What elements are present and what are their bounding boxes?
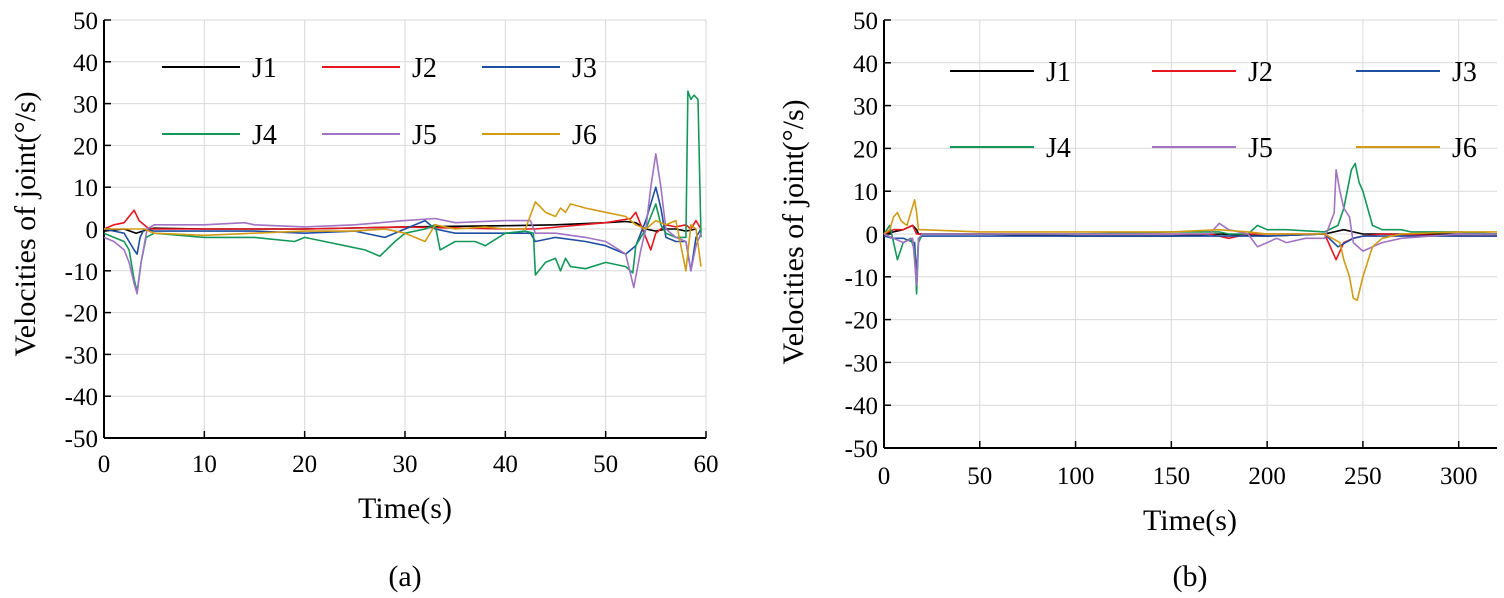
panel-a-ylabel: Velocities of joint(°/s) <box>9 91 42 356</box>
panel-a-y-tick-label: 50 <box>73 8 98 35</box>
panel-a-y-tick-label: -30 <box>65 342 98 369</box>
panel-b-legend: J1 J2 J3 J4 J5 J6 <box>950 57 1477 164</box>
panel-b-x-tick-label: 100 <box>1057 463 1095 490</box>
panel-a-legend-j5-label: J5 <box>412 120 437 151</box>
panel-b-legend-j2-label: J2 <box>1248 57 1273 88</box>
panel-b-x-tick-label: 250 <box>1344 463 1382 490</box>
panel-a-legend-j1-label: J1 <box>252 53 277 84</box>
panel-b-y-tick-label: -30 <box>845 350 878 377</box>
panel-b: Velocities of joint(°/s) Time(s) (b) -50… <box>777 8 1498 593</box>
panel-b-y-tick-label: 20 <box>853 136 878 163</box>
panel-b-y-tick-label: -40 <box>845 393 878 420</box>
panel-b-y-tick-label: 40 <box>853 51 878 78</box>
panel-a-series <box>103 90 702 295</box>
panel-a-x-tick-label: 50 <box>593 451 618 478</box>
panel-b-x-tick-label: 0 <box>878 463 891 490</box>
panel-b-legend-j6-label: J6 <box>1452 133 1477 164</box>
panel-a-x-tick-label: 0 <box>98 451 111 478</box>
panel-a-x-tick-label: 40 <box>493 451 518 478</box>
panel-b-xlabel: Time(s) <box>1143 504 1237 537</box>
panel-b-series-j5-line <box>883 169 1497 287</box>
panel-a-series-j5-line <box>103 153 702 295</box>
panel-b-y-tick-label: -10 <box>845 265 878 292</box>
panel-a-y-tick-label: -40 <box>65 384 98 411</box>
panel-b-y-tick-label: 50 <box>853 8 878 35</box>
panel-b-ylabel: Velocities of joint(°/s) <box>777 99 810 364</box>
panel-a-legend-j2-label: J2 <box>412 53 437 84</box>
panel-a-legend-j3-label: J3 <box>572 53 597 84</box>
panel-b-series-j6-line <box>883 199 1497 302</box>
panel-a-y-tick-label: -50 <box>65 426 98 453</box>
panel-a-x-tick-label: 30 <box>393 451 418 478</box>
panel-a-label: (a) <box>388 560 421 593</box>
panel-b-series <box>883 162 1498 302</box>
panel-a-x-tick-label: 20 <box>292 451 317 478</box>
panel-b-legend-j3-label: J3 <box>1452 57 1477 88</box>
panel-b-legend-j5-label: J5 <box>1248 133 1273 164</box>
panel-a-y-tick-label: 0 <box>86 217 99 244</box>
panel-a-series-j6-line <box>104 201 702 272</box>
panel-a-legend-j6-label: J6 <box>572 120 597 151</box>
panel-a-y-tick-label: 40 <box>73 50 98 77</box>
panel-b-label: (b) <box>1173 560 1208 593</box>
panel-a-legend-j4-label: J4 <box>252 120 277 151</box>
panel-a-axes: -50 -40 -30 -20 -10 0 10 20 30 40 50 0 10 20 30 40 50 60 <box>65 8 719 478</box>
panel-b-x-tick-label: 150 <box>1153 463 1191 490</box>
panel-a-y-tick-label: 10 <box>73 175 98 202</box>
panel-a-series-j3-line <box>103 186 702 272</box>
panel-b-y-tick-label: 0 <box>866 222 879 249</box>
panel-b-y-tick-label: -20 <box>845 308 878 335</box>
panel-a-y-tick-label: -20 <box>65 301 98 328</box>
panel-b-y-tick-label: 30 <box>853 94 878 121</box>
panel-a-x-tick-label: 60 <box>694 451 719 478</box>
panel-b-x-tick-label: 300 <box>1440 463 1478 490</box>
panel-a-y-tick-label: 20 <box>73 133 98 160</box>
panel-a-x-tick-label: 10 <box>192 451 217 478</box>
panel-b-y-tick-label: 10 <box>853 179 878 206</box>
panel-a-y-tick-label: 30 <box>73 92 98 119</box>
panel-a-legend: J1 J2 J3 J4 J5 J6 <box>162 53 597 151</box>
panel-b-y-tick-label: -50 <box>845 436 878 463</box>
panel-a: Velocities of joint(°/s) Time(s) (a) -50… <box>9 8 719 593</box>
panel-b-x-tick-label: 50 <box>967 463 992 490</box>
panel-a-xlabel: Time(s) <box>358 492 452 525</box>
panel-b-legend-j1-label: J1 <box>1046 57 1071 88</box>
panel-b-legend-j4-label: J4 <box>1046 133 1071 164</box>
panel-a-y-tick-label: -10 <box>65 259 98 286</box>
panel-b-x-tick-label: 200 <box>1248 463 1286 490</box>
